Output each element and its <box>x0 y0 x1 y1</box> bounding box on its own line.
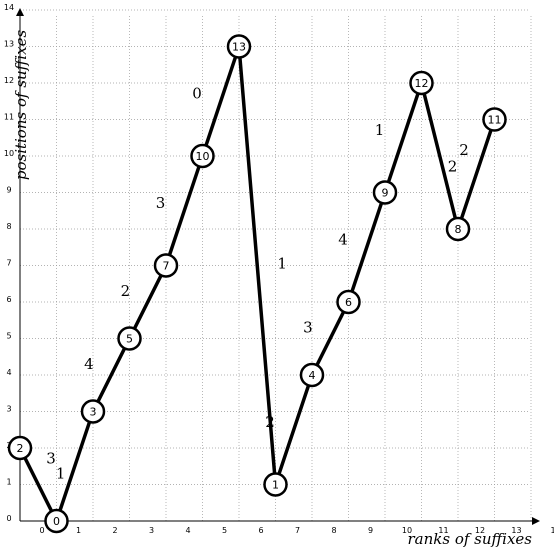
data-point-marker <box>80 399 106 424</box>
edge-label: 2 <box>121 282 131 300</box>
x-axis-title: ranks of suffixes <box>408 530 533 548</box>
x-tick-label: 2 <box>112 526 117 535</box>
x-tick-label: 6 <box>258 526 263 535</box>
grid <box>20 9 532 521</box>
y-tick-label: 13 <box>4 40 14 49</box>
x-tick-label: 8 <box>331 526 336 535</box>
edge-label: 1 <box>56 464 66 482</box>
y-tick-label: 12 <box>4 76 14 85</box>
series-line <box>18 44 497 523</box>
data-point-marker <box>153 253 179 278</box>
data-point-marker <box>482 107 507 132</box>
edge-label: 3 <box>46 449 56 467</box>
data-point-marker <box>263 472 288 497</box>
y-tick-label: 3 <box>6 405 11 414</box>
y-tick-label: 11 <box>4 113 14 122</box>
data-point-label: 0 <box>53 515 60 528</box>
x-tick-label: 13 <box>511 526 521 535</box>
series-path <box>18 44 497 523</box>
data-point-marker <box>226 34 252 59</box>
data-point-label: 12 <box>415 77 429 90</box>
data-point-label: 9 <box>382 187 389 200</box>
edge-label: 1 <box>375 121 385 139</box>
data-point-label: 11 <box>488 114 502 127</box>
data-point-marker <box>7 435 33 461</box>
data-point-label: 2 <box>17 442 24 455</box>
data-point-label: 7 <box>163 260 170 273</box>
data-point-label: 1 <box>272 479 279 492</box>
x-tick-label: 7 <box>295 526 300 535</box>
data-point-marker <box>190 143 215 169</box>
x-tick-label: 10 <box>402 526 412 535</box>
data-point-label: 13 <box>232 41 246 54</box>
y-tick-label: 9 <box>6 186 11 195</box>
data-point-marker <box>372 180 398 205</box>
x-tick-label: 5 <box>222 526 227 535</box>
data-point-label: 8 <box>455 223 462 236</box>
x-tick-label: 3 <box>149 526 154 535</box>
edge-label: 4 <box>338 230 348 248</box>
x-tick-label: 0 <box>39 526 44 535</box>
data-point-marker <box>117 326 142 351</box>
y-tick-label: 7 <box>6 259 11 268</box>
data-point-marker <box>44 508 69 534</box>
y-tick-label: 14 <box>4 3 14 12</box>
data-point-label: 10 <box>196 150 210 163</box>
edge-label: 3 <box>303 318 313 336</box>
edge-label: 2 <box>448 157 458 175</box>
y-tick-label: 1 <box>6 478 11 487</box>
y-tick-label: 0 <box>6 514 11 523</box>
x-tick-label: 12 <box>475 526 485 535</box>
data-point-label: 4 <box>309 369 316 382</box>
y-tick-label: 10 <box>4 149 14 158</box>
data-point-marker <box>409 70 434 96</box>
x-tick-label: 1 <box>550 526 554 535</box>
y-tick-label: 6 <box>6 295 11 304</box>
data-point-marker <box>336 289 361 315</box>
x-tick-labels: 0 1 2 3 4 5 6 7 8 9 10 11 12 13 1 <box>39 526 554 535</box>
data-point-label: 5 <box>126 333 133 346</box>
edge-label: 3 <box>156 194 166 212</box>
data-point-label: 3 <box>90 406 97 419</box>
data-point-marker <box>299 362 325 388</box>
y-tick-label: 8 <box>6 222 11 231</box>
data-point-marker <box>445 216 471 242</box>
y-axis-title: positions of suffixes <box>12 30 30 181</box>
x-tick-label: 4 <box>185 526 190 535</box>
x-tick-label: 9 <box>368 526 373 535</box>
edge-label: 2 <box>265 413 275 431</box>
edge-label: 1 <box>277 254 287 272</box>
x-tick-label: 11 <box>438 526 448 535</box>
y-tick-label: 5 <box>6 332 11 341</box>
edge-label: 0 <box>192 84 202 102</box>
edge-label: 4 <box>84 355 94 373</box>
edge-label: 2 <box>459 141 469 159</box>
data-point-label: 6 <box>345 296 352 309</box>
x-tick-label: 1 <box>76 526 81 535</box>
y-tick-label: 4 <box>6 368 11 377</box>
